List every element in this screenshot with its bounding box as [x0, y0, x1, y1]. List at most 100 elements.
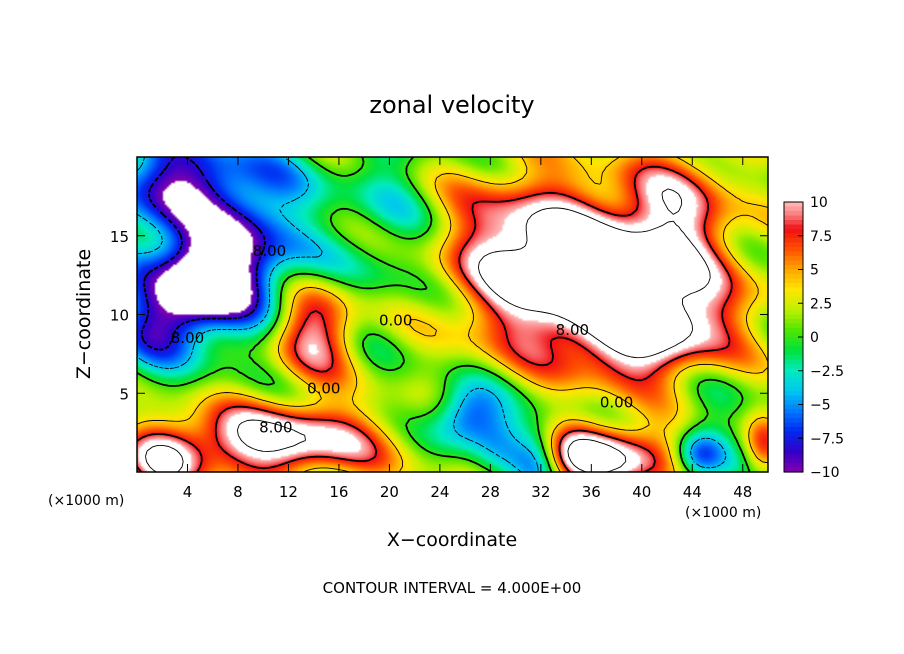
colorbar-segment [784, 364, 803, 370]
contour-level-8 [137, 165, 733, 472]
colorbar-segment [784, 391, 803, 397]
colorbar-segment [784, 337, 803, 343]
colorbar-segment [784, 242, 803, 248]
colorbar-segment [784, 274, 803, 280]
x-unit-label-left: (×1000 m) [48, 493, 124, 509]
colorbar-segment [784, 319, 803, 325]
colorbar-segment [784, 332, 803, 338]
colorbar-segment [784, 377, 803, 383]
colorbar-segment [784, 202, 803, 208]
colorbar-tick-label: −5 [810, 398, 831, 414]
contour-label: 8.00 [171, 329, 204, 347]
x-tick-label: 12 [279, 483, 298, 501]
contour-label: 0.00 [379, 312, 412, 330]
colorbar-segment [784, 395, 803, 401]
colorbar-segment [784, 454, 803, 460]
colorbar-segment [784, 355, 803, 361]
colorbar-segment [784, 283, 803, 289]
x-unit-label-right: (×1000 m) [685, 505, 761, 521]
colorbar-segment [784, 418, 803, 424]
x-tick-label: 28 [481, 483, 500, 501]
colorbar-segment [784, 404, 803, 410]
colorbar-segment [784, 359, 803, 365]
colorbar-segment [784, 220, 803, 226]
colorbar-segment [784, 382, 803, 388]
colorbar-tick-label: −7.5 [810, 431, 844, 447]
colorbar-segment [784, 251, 803, 257]
colorbar-tick-label: 0 [810, 330, 819, 346]
x-tick-label: 20 [380, 483, 399, 501]
contour-level-4 [137, 157, 768, 472]
colorbar-segment [784, 256, 803, 262]
colorbar-segment [784, 373, 803, 379]
colorbar-segment [784, 265, 803, 271]
colorbar-segment [784, 292, 803, 298]
contour-labels: 8.00 8.00 0.00 0.00 8.00 0.00 8.00 [171, 242, 633, 436]
contour-lines [137, 157, 768, 472]
y-tick-label: 10 [110, 307, 129, 325]
colorbar-segment [784, 323, 803, 329]
colorbar-segment [784, 278, 803, 284]
colorbar-segment [784, 440, 803, 446]
colorbar-segment [784, 206, 803, 212]
colorbar-tick-label: 5 [810, 263, 819, 279]
contour-label: 8.00 [259, 419, 292, 437]
colorbar-tick-label: 10 [810, 195, 828, 211]
x-tick-label: 4 [183, 483, 193, 501]
x-tick-label: 48 [733, 483, 752, 501]
x-tick-label: 36 [582, 483, 601, 501]
colorbar-segment [784, 233, 803, 239]
x-tick-label: 32 [531, 483, 550, 501]
x-tick-label: 40 [632, 483, 651, 501]
colorbar-tick-label: −2.5 [810, 364, 844, 380]
colorbar-segment [784, 310, 803, 316]
colorbar-segment [784, 211, 803, 217]
colorbar-segment [784, 305, 803, 311]
contour-level-neg4 [137, 157, 727, 472]
colorbar-segment [784, 350, 803, 356]
colorbar-segment [784, 328, 803, 334]
colorbar-segment [784, 386, 803, 392]
colorbar-segment [784, 400, 803, 406]
y-axis-ticks: 5 10 15 [110, 228, 768, 403]
contour-label: 0.00 [600, 393, 633, 411]
colorbar-segment [784, 436, 803, 442]
colorbar-tick-label: 7.5 [810, 229, 832, 245]
colorbar-segment [784, 431, 803, 437]
colorbar-segment [784, 346, 803, 352]
x-tick-label: 24 [430, 483, 449, 501]
colorbar-segment [784, 287, 803, 293]
y-tick-label: 15 [110, 228, 129, 246]
x-tick-label: 16 [329, 483, 348, 501]
contour-label: 8.00 [253, 242, 286, 260]
chart-title: zonal velocity [369, 91, 534, 119]
colorbar-segment [784, 409, 803, 415]
colorbar-segment [784, 463, 803, 469]
contour-level-12 [145, 188, 711, 472]
contour-label: 0.00 [307, 379, 340, 397]
y-axis-label: Z−coordinate [73, 249, 95, 379]
colorbar-segment [784, 368, 803, 374]
x-axis-label: X−coordinate [387, 529, 517, 551]
colorbar-segment [784, 422, 803, 428]
colorbar-segment [784, 427, 803, 433]
colorbar-segment [784, 269, 803, 275]
x-axis-ticks: 4 8 12 16 20 24 28 32 36 40 44 48 [183, 157, 752, 501]
colorbar-segment [784, 215, 803, 221]
colorbar-tick-label: −10 [810, 465, 840, 481]
x-tick-label: 8 [233, 483, 243, 501]
colorbar-segment [784, 467, 803, 473]
colorbar-segment [784, 229, 803, 235]
contour-level-0 [137, 157, 751, 472]
colorbar-segment [784, 260, 803, 266]
colorbar-segment [784, 301, 803, 307]
colorbar-segment [784, 458, 803, 464]
colorbar-segment [784, 314, 803, 320]
colorbar-segment [784, 224, 803, 230]
colorbar: 10 7.5 5 2.5 0 −2.5 −5 −7.5 −10 [783, 195, 844, 481]
contour-label: 8.00 [556, 321, 589, 339]
colorbar-segment [784, 445, 803, 451]
colorbar-tick-label: 2.5 [810, 296, 832, 312]
y-tick-label: 5 [119, 385, 129, 403]
